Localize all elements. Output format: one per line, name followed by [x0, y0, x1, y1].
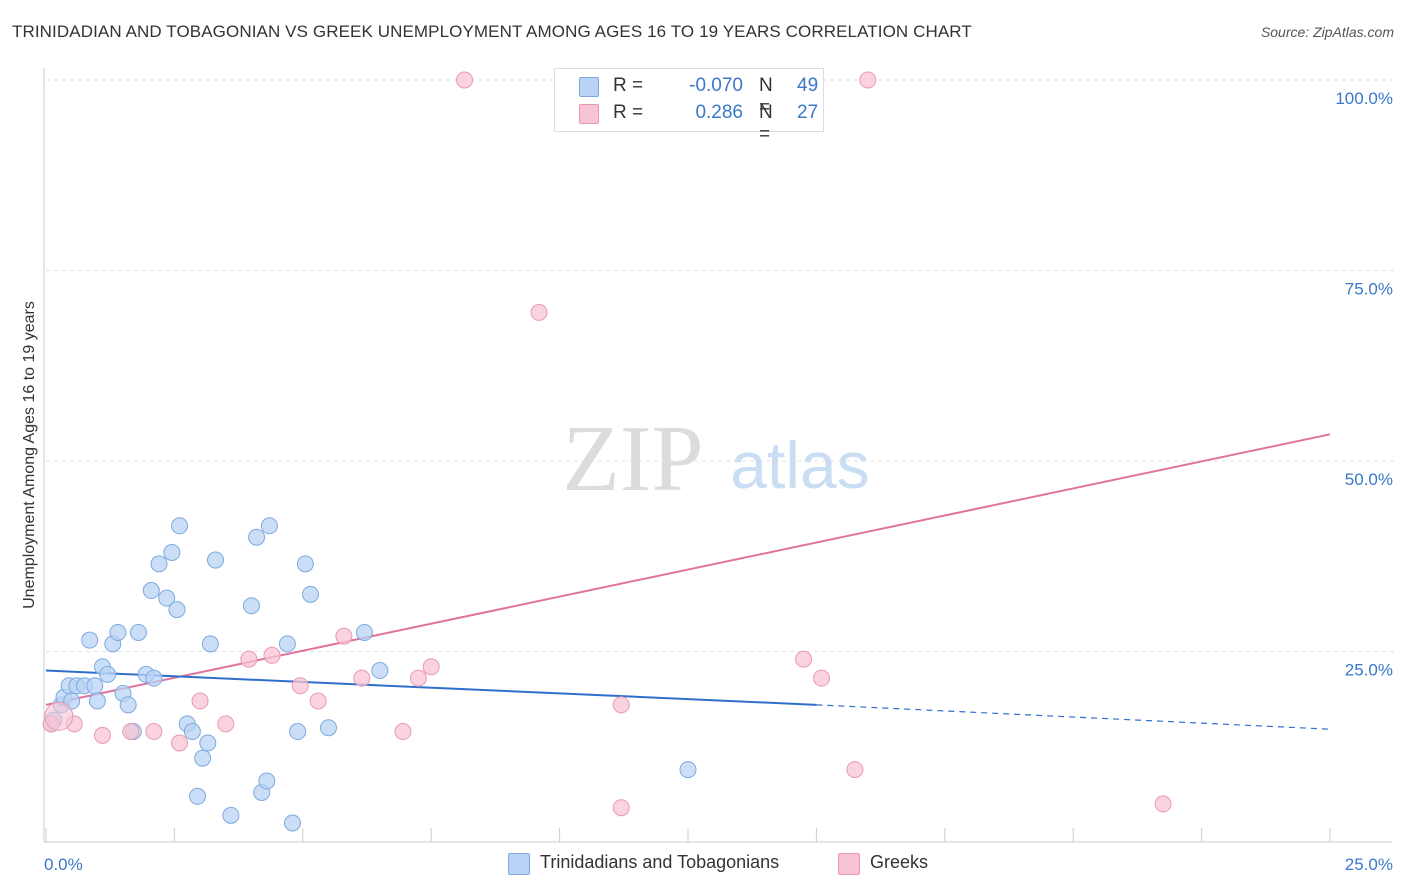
y-tick-label: 25.0% [1345, 661, 1393, 680]
data-point-greek [263, 646, 281, 664]
x-tick-label: 25.0% [1345, 855, 1393, 874]
trend-line-greeks [45, 433, 1331, 706]
x-tick-label: 0.0% [44, 855, 83, 874]
trend-lines [45, 433, 1331, 730]
legend-n-value: 27 [797, 102, 819, 123]
data-point-trinidadian [302, 585, 320, 603]
data-point-trinidadian [119, 696, 137, 714]
data-point-greek [171, 734, 189, 752]
data-point-trinidadian [150, 555, 168, 573]
data-point-greek [612, 799, 630, 817]
axes [43, 68, 1392, 843]
data-point-greek [456, 71, 474, 89]
data-point-greek [422, 658, 440, 676]
data-point-trinidadian [206, 551, 224, 569]
data-point-greek [93, 726, 111, 744]
data-point-trinidadian [248, 528, 266, 546]
data-point-greek [353, 669, 371, 687]
data-point-greek [145, 723, 163, 741]
tick-labels: 25.0% 50.0% 75.0% 100.0% 0.0% 25.0% [44, 89, 1393, 874]
data-point-greek [1154, 795, 1172, 813]
data-point-trinidadian [183, 723, 201, 741]
data-point-trinidadian [260, 517, 278, 535]
legend-r-value: -0.070 [689, 75, 743, 96]
watermark-zip: ZIP [563, 407, 704, 511]
data-point-trinidadian [278, 635, 296, 653]
data-point-trinidadian [81, 631, 99, 649]
data-point-greek [846, 761, 864, 779]
data-point-greek [612, 696, 630, 714]
chart-title: TRINIDADIAN AND TOBAGONIAN VS GREEK UNEM… [12, 22, 972, 41]
data-point-trinidadian [201, 635, 219, 653]
legend-n-label: N = [759, 102, 773, 145]
legend-r-label: R = [613, 102, 644, 123]
data-point-greek [859, 71, 877, 89]
data-point-trinidadian [289, 723, 307, 741]
data-point-trinidadian [199, 734, 217, 752]
data-point-trinidadian [86, 677, 104, 695]
data-point-greek [122, 723, 140, 741]
data-point-trinidadian [163, 543, 181, 561]
data-point-greek [309, 692, 327, 710]
data-point-trinidadian [168, 601, 186, 619]
data-point-trinidadian [679, 761, 697, 779]
gridlines [46, 79, 1396, 652]
data-point-trinidadian [99, 665, 117, 683]
data-point-trinidadian [129, 623, 147, 641]
legend-n-label: N = [759, 75, 773, 118]
data-point-greek [191, 692, 209, 710]
y-tick-label: 100.0% [1335, 89, 1393, 108]
y-tick-label: 50.0% [1345, 470, 1393, 489]
watermark: ZIP atlas [563, 407, 870, 511]
legend-swatch-blue [579, 77, 599, 97]
legend-r-value: 0.286 [695, 102, 743, 123]
legend-swatch-blue [508, 853, 530, 875]
data-point-greek [240, 650, 258, 668]
data-point-greek [530, 303, 548, 321]
watermark-atlas: atlas [730, 428, 869, 502]
data-point-trinidadian [242, 597, 260, 615]
legend-label-greek: Greeks [870, 852, 929, 872]
chart-source: Source: ZipAtlas.com [1260, 24, 1394, 40]
data-point-trinidadian [88, 692, 106, 710]
data-point-trinidadian [371, 662, 389, 680]
data-point-trinidadian [189, 787, 207, 805]
legend-swatch-pink [838, 853, 860, 875]
data-point-greek [44, 701, 74, 731]
data-point-greek [217, 715, 235, 733]
data-point-trinidadian [142, 582, 160, 600]
data-point-trinidadian [355, 623, 373, 641]
data-point-trinidadian [284, 814, 302, 832]
data-point-trinidadian [258, 772, 276, 790]
data-point-greek [335, 627, 353, 645]
data-point-greek [394, 723, 412, 741]
data-point-trinidadian [296, 555, 314, 573]
data-point-trinidadian [194, 749, 212, 767]
data-point-greek [813, 669, 831, 687]
legend-label-trinidadian: Trinidadians and Tobagonians [540, 852, 780, 872]
legend-swatch-pink [579, 104, 599, 124]
trend-line-trinidadians-extension [816, 704, 1331, 730]
legend-r-label: R = [613, 75, 644, 96]
y-tick-label: 75.0% [1345, 280, 1393, 299]
data-point-greek [409, 669, 427, 687]
data-point-trinidadian [222, 806, 240, 824]
data-point-greek [291, 677, 309, 695]
data-point-greek [795, 650, 813, 668]
data-point-trinidadian [171, 517, 189, 535]
legend-n-value: 49 [797, 75, 819, 96]
correlation-legend: R = -0.070 N = 49 R = 0.286 N = 27 [554, 68, 824, 145]
data-point-trinidadian [109, 623, 127, 641]
data-points [42, 71, 1172, 832]
data-point-trinidadian [145, 669, 163, 687]
data-point-trinidadian [158, 589, 176, 607]
trend-line-trinidadians [45, 669, 817, 706]
data-point-trinidadian [319, 719, 337, 737]
